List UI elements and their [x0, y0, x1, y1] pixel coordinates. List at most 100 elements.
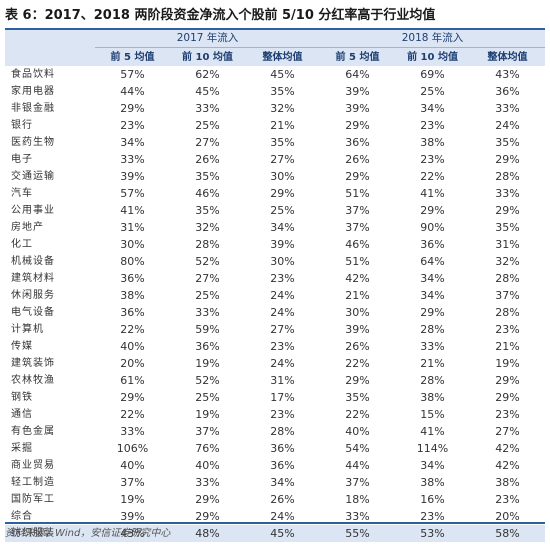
value-cell: 39% [120, 510, 145, 523]
table-row: 化工 30% 28% 39% 46% 36% 31% [5, 236, 545, 253]
value-cell: 38% [495, 476, 520, 489]
table-row: 汽车 57% 46% 29% 51% 41% 33% [5, 185, 545, 202]
value-cell: 37% [345, 204, 370, 217]
value-cell: 41% [420, 425, 445, 438]
table-row: 公用事业 41% 35% 25% 37% 29% 29% [5, 202, 545, 219]
table-row: 综合 39% 29% 24% 33% 23% 20% [5, 508, 545, 525]
table-row: 轻工制造 37% 33% 34% 37% 38% 38% [5, 474, 545, 491]
source-note: 资料来源：Wind，安信证券研究中心 [5, 528, 171, 539]
value-cell: 76% [195, 442, 220, 455]
value-cell: 22% [120, 408, 145, 421]
table-body: 食品饮料 57% 62% 45% 64% 69% 43% 家用电器 44% 45% 35% 39% 25… [5, 66, 546, 542]
value-cell: 59% [195, 323, 220, 336]
table-row: 休闲服务 38% 25% 24% 21% 34% 37% [5, 287, 545, 304]
value-cell: 19% [195, 357, 220, 370]
value-cell: 23% [270, 272, 295, 285]
value-cell: 31% [270, 374, 295, 387]
industry-name: 电子 [11, 154, 33, 165]
industry-name: 食品饮料 [11, 69, 55, 80]
value-cell: 36% [420, 238, 445, 251]
industry-name: 公用事业 [11, 205, 55, 216]
value-cell: 64% [420, 255, 445, 268]
industry-name: 休闲服务 [11, 290, 55, 301]
value-cell: 32% [270, 102, 295, 115]
table-row: 银行 23% 25% 21% 29% 23% 24% [5, 117, 545, 134]
value-cell: 23% [495, 493, 520, 506]
table-row: 纺织服装 43% 48% 45% 55% 53% 58% [5, 525, 546, 542]
value-cell: 35% [195, 204, 220, 217]
value-cell: 40% [195, 459, 220, 472]
table-row: 建筑装饰 20% 19% 24% 22% 21% 19% [5, 355, 545, 372]
table-row: 商业贸易 40% 40% 36% 44% 34% 42% [5, 457, 545, 474]
industry-name: 化工 [11, 239, 33, 250]
value-cell: 29% [345, 119, 370, 132]
value-cell: 54% [345, 442, 370, 455]
value-cell: 106% [116, 442, 149, 455]
industry-name: 银行 [11, 120, 33, 131]
value-cell: 18% [345, 493, 370, 506]
value-cell: 24% [270, 289, 295, 302]
value-cell: 23% [495, 408, 520, 421]
value-cell: 28% [270, 425, 295, 438]
table-row: 传媒 40% 36% 23% 26% 33% 21% [5, 338, 545, 355]
table-row: 有色金属 33% 37% 28% 40% 41% 27% [5, 423, 545, 440]
value-cell: 24% [270, 357, 295, 370]
table-row: 医药生物 34% 27% 35% 36% 38% 35% [5, 134, 545, 151]
column-header: 前 5 均值 [95, 47, 170, 66]
value-cell: 22% [345, 357, 370, 370]
value-cell: 27% [270, 153, 295, 166]
value-cell: 25% [195, 119, 220, 132]
value-cell: 37% [495, 289, 520, 302]
data-table: 2017 年流入 2018 年流入 前 5 均值 前 10 均值 整体均值 前 … [5, 30, 546, 542]
value-cell: 29% [195, 493, 220, 506]
value-cell: 42% [345, 272, 370, 285]
value-cell: 29% [495, 374, 520, 387]
industry-name: 采掘 [11, 443, 33, 454]
industry-name: 非银金融 [11, 103, 55, 114]
table-row: 通信 22% 19% 23% 22% 15% 23% [5, 406, 545, 423]
value-cell: 114% [416, 442, 449, 455]
value-cell: 34% [420, 272, 445, 285]
industry-name: 交通运输 [11, 171, 55, 182]
value-cell: 80% [120, 255, 145, 268]
industry-name: 汽车 [11, 188, 33, 199]
value-cell: 35% [345, 391, 370, 404]
value-cell: 64% [345, 68, 370, 81]
column-header: 整体均值 [470, 47, 546, 66]
industry-name: 建筑装饰 [11, 358, 55, 369]
value-cell: 20% [495, 510, 520, 523]
value-cell: 34% [420, 289, 445, 302]
industry-name: 家用电器 [11, 86, 55, 97]
value-cell: 33% [195, 476, 220, 489]
table-row: 非银金融 29% 33% 32% 39% 34% 33% [5, 100, 545, 117]
value-cell: 19% [495, 357, 520, 370]
value-cell: 38% [420, 136, 445, 149]
value-cell: 25% [420, 85, 445, 98]
table-row: 食品饮料 57% 62% 45% 64% 69% 43% [5, 66, 545, 83]
value-cell: 20% [120, 357, 145, 370]
value-cell: 52% [195, 255, 220, 268]
value-cell: 39% [345, 102, 370, 115]
value-cell: 52% [195, 374, 220, 387]
value-cell: 37% [345, 221, 370, 234]
industry-name: 传媒 [11, 341, 33, 352]
value-cell: 29% [420, 204, 445, 217]
value-cell: 26% [345, 153, 370, 166]
value-cell: 36% [345, 136, 370, 149]
value-cell: 33% [195, 306, 220, 319]
value-cell: 33% [120, 425, 145, 438]
table-row: 家用电器 44% 45% 35% 39% 25% 36% [5, 83, 545, 100]
value-cell: 57% [120, 187, 145, 200]
corner-cell [5, 30, 95, 48]
value-cell: 24% [270, 306, 295, 319]
group-header-2018: 2018 年流入 [320, 30, 546, 48]
column-header: 前 10 均值 [170, 47, 245, 66]
value-cell: 44% [120, 85, 145, 98]
table-row: 电气设备 36% 33% 24% 30% 29% 28% [5, 304, 545, 321]
industry-name: 钢铁 [11, 392, 33, 403]
value-cell: 62% [195, 68, 220, 81]
value-cell: 34% [270, 221, 295, 234]
value-cell: 24% [495, 119, 520, 132]
industry-name: 房地产 [11, 222, 44, 233]
value-cell: 16% [420, 493, 445, 506]
